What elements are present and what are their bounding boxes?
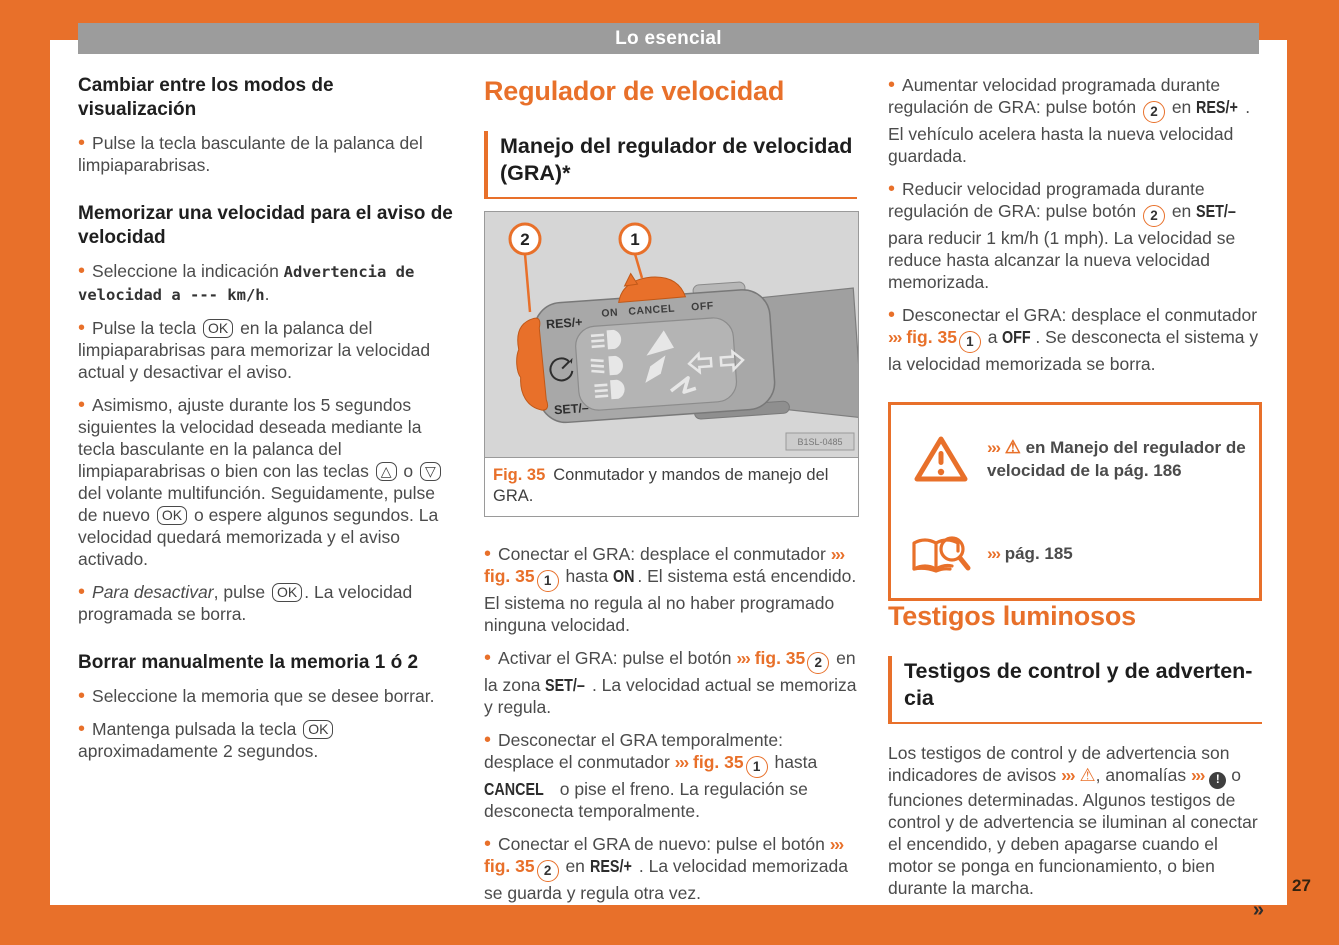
headlight-icons [590, 329, 625, 400]
figure-35-image: ON CANCEL OFF RES/+ SET/– [485, 212, 863, 457]
frame-right [1287, 0, 1339, 945]
label-off: OFF [691, 300, 714, 314]
bullet-item: Pulse la tecla OK en la palanca del limp… [78, 317, 456, 383]
bullet-item: Conectar el GRA: desplace el conmutador … [484, 543, 857, 636]
bullet-item: Desconectar el GRA: desplace el conmutad… [888, 304, 1262, 375]
heading-borrar-memoria: Borrar manualmente la memoria 1 ó 2 [78, 652, 419, 673]
bullet-item: Mantenga pulsada la tecla OK aproximadam… [78, 718, 456, 762]
column-right: Aumentar velocidad programada durante re… [888, 40, 1264, 921]
bullet-item: Activar el GRA: pulse el botón ››› fig. … [484, 647, 857, 718]
res-set-rocker [516, 317, 549, 411]
turn-signal-arrows-icon [687, 348, 745, 375]
speedometer-icon [549, 357, 574, 382]
bullet-item: Desconectar el GRA temporalmente: despla… [484, 729, 857, 822]
chapter-header-bar: Lo esencial [78, 23, 1259, 54]
figure-caption: Fig. 35 Conmutador y mandos de manejo del… [485, 457, 858, 516]
callout-1: 1 [618, 222, 652, 279]
bullet-item: Para desactivar, pulse OK. La velocidad … [78, 581, 456, 625]
page-number: 27 [1292, 876, 1311, 895]
frame-left [0, 0, 50, 945]
chapter-title: Lo esencial [615, 27, 722, 49]
testigos-paragraph: Los testigos de control y de advertencia… [888, 743, 1258, 898]
figure-35: ON CANCEL OFF RES/+ SET/– [484, 211, 863, 517]
label-on: ON [601, 307, 619, 320]
label-cancel: CANCEL [628, 303, 676, 318]
warning-reference-box: ››› ⚠ en Manejo del regulador de velocid… [888, 402, 1262, 601]
label-res-plus: RES/+ [546, 315, 583, 332]
warning-triangle-icon [895, 434, 987, 484]
continuation-mark: » [1252, 899, 1264, 921]
bullet-item: Seleccione la indicación Advertencia de … [78, 260, 456, 306]
heading-memorizar-velocidad: Memorizar una velocidad para el aviso de… [78, 203, 453, 248]
callout-2: 2 [508, 222, 542, 313]
bullet-item: Reducir velocidad programada durante reg… [888, 178, 1262, 293]
heading-modos-visualizacion: Cambiar entre los modos de visualización [78, 75, 334, 120]
flash-arrows-icon [645, 330, 697, 394]
bullet-item: Pulse la tecla basculante de la palanca … [78, 132, 456, 176]
section-title-regulador: Regulador de velocidad [484, 76, 785, 106]
svg-text:1: 1 [630, 230, 639, 249]
warning-reference-text: ››› ⚠ en Manejo del regulador de velocid… [987, 437, 1246, 480]
cruise-control-stalk-illustration: ON CANCEL OFF RES/+ SET/– [485, 212, 863, 457]
image-code-watermark: B1SL-0485 [785, 432, 855, 451]
bullet-item: Conectar el GRA de nuevo: pulse el botón… [484, 833, 857, 904]
label-set-minus: SET/– [554, 401, 590, 417]
bullet-item: Aumentar velocidad programada durante re… [888, 74, 1262, 167]
column-center: Regulador de velocidad Manejo del regula… [484, 40, 863, 915]
book-magnifier-icon [895, 531, 987, 577]
figure-caption-text: Conmutador y mandos de manejo del GRA. [493, 466, 829, 505]
svg-text:B1SL-0485: B1SL-0485 [797, 437, 842, 447]
column-left: Cambiar entre los modos de visualización… [78, 40, 456, 773]
frame-bottom [0, 905, 1339, 945]
bullet-item: Seleccione la memoria que se desee borra… [78, 685, 456, 707]
subsection-title-testigos-control: Testigos de control y de adverten­cia [888, 656, 1262, 724]
testigos-paragraph-wrap: Los testigos de control y de advertencia… [888, 742, 1264, 921]
svg-text:2: 2 [520, 230, 529, 249]
figure-caption-ref: Fig. 35 [493, 466, 546, 484]
page-reference-text: ››› pág. 185 [987, 544, 1073, 563]
subsection-title-manejo-gra: Manejo del regulador de velocidad (GRA)* [484, 131, 857, 199]
bullet-item: Asimismo, ajuste durante los 5 segundos … [78, 394, 456, 570]
section-title-testigos: Testigos luminosos [888, 601, 1136, 631]
